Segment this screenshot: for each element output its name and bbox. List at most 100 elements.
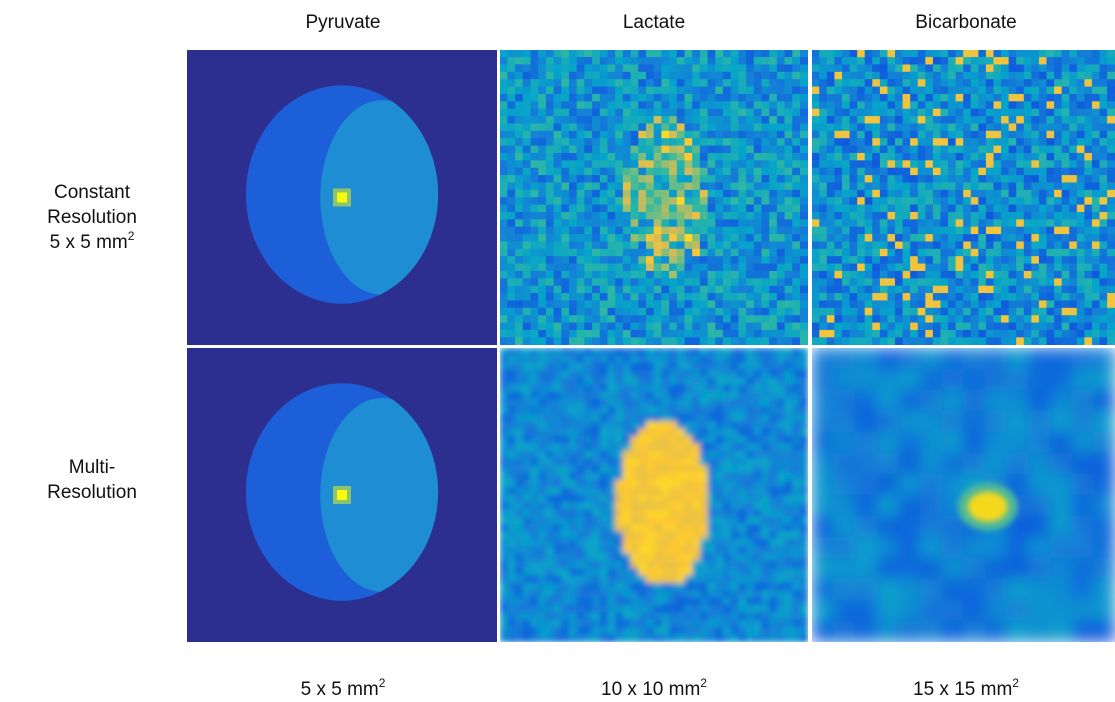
pixel (638, 399, 646, 407)
pixel (654, 116, 662, 124)
pixel (792, 407, 800, 415)
pixel (762, 517, 770, 525)
pixel (577, 480, 585, 488)
pixel (986, 205, 994, 213)
pixel (546, 212, 554, 220)
pixel (615, 590, 623, 598)
pixel (985, 621, 1007, 643)
pixel (715, 205, 723, 213)
pixel (569, 436, 577, 444)
pixel (631, 286, 639, 294)
pixel (1016, 249, 1024, 257)
pixel (738, 337, 746, 345)
pixel (895, 182, 903, 190)
pixel (677, 315, 685, 323)
pixel (948, 116, 956, 124)
pixel (731, 392, 739, 400)
pixel (731, 436, 739, 444)
pixel (940, 72, 948, 80)
pixel (777, 271, 785, 279)
pixel (677, 480, 685, 488)
pixel (762, 436, 770, 444)
pixel (561, 72, 569, 80)
pixel (1024, 79, 1032, 87)
pixel (577, 175, 585, 183)
pixel (925, 300, 933, 308)
pixel (546, 227, 554, 235)
pixel (903, 286, 911, 294)
pixel (918, 227, 926, 235)
pixel (948, 212, 956, 220)
pixel (661, 429, 669, 437)
pixel (812, 264, 820, 272)
pixel (500, 583, 508, 591)
pixel (800, 315, 808, 323)
pixel (978, 109, 986, 117)
pixel (623, 399, 631, 407)
pixel (872, 138, 880, 146)
pixel (677, 79, 685, 87)
pixel (769, 337, 777, 345)
pixel (561, 315, 569, 323)
pixel (608, 546, 616, 554)
pixel (615, 227, 623, 235)
pixel (1092, 308, 1100, 316)
pixel (1016, 123, 1024, 131)
pixel (880, 300, 888, 308)
pixel (872, 175, 880, 183)
pixel (800, 465, 808, 473)
pixel (646, 524, 654, 532)
pixel (792, 168, 800, 176)
pixel (538, 101, 546, 109)
pixel (762, 370, 770, 378)
pixel (746, 392, 754, 400)
pixel (631, 64, 639, 72)
pixel (677, 590, 685, 598)
pixel (918, 101, 926, 109)
pixel (833, 516, 855, 538)
pixel (985, 411, 1007, 433)
pixel (857, 278, 865, 286)
pixel (762, 146, 770, 154)
pixel (738, 465, 746, 473)
pixel (1016, 138, 1024, 146)
pixel (685, 64, 693, 72)
pixel (584, 205, 592, 213)
pixel (925, 101, 933, 109)
pixel (1054, 264, 1062, 272)
pixel (638, 502, 646, 510)
pixel (769, 182, 777, 190)
pixel (1001, 293, 1009, 301)
pixel (746, 300, 754, 308)
pixel (569, 465, 577, 473)
pixel (715, 370, 723, 378)
pixel (515, 278, 523, 286)
pixel (1084, 138, 1092, 146)
pixel (850, 131, 858, 139)
pixel (1031, 278, 1039, 286)
pixel (731, 175, 739, 183)
pixel (654, 634, 662, 642)
pixel (880, 330, 888, 338)
pixel (872, 205, 880, 213)
pixel (1016, 271, 1024, 279)
pixel (785, 634, 793, 642)
pixel (531, 598, 539, 606)
pixel (872, 337, 880, 345)
pixel (500, 348, 508, 356)
pixel (754, 175, 762, 183)
pixel (623, 502, 631, 510)
pixel (523, 370, 531, 378)
pixel (577, 57, 585, 65)
pixel (708, 546, 716, 554)
pixel (584, 308, 592, 316)
pixel (1077, 271, 1085, 279)
pixel (538, 414, 546, 422)
pixel (631, 509, 639, 517)
pixel (1009, 330, 1017, 338)
pixel (523, 634, 531, 642)
pixel (895, 264, 903, 272)
pixel (887, 160, 895, 168)
pixel (1039, 131, 1047, 139)
pixel (1016, 323, 1024, 331)
